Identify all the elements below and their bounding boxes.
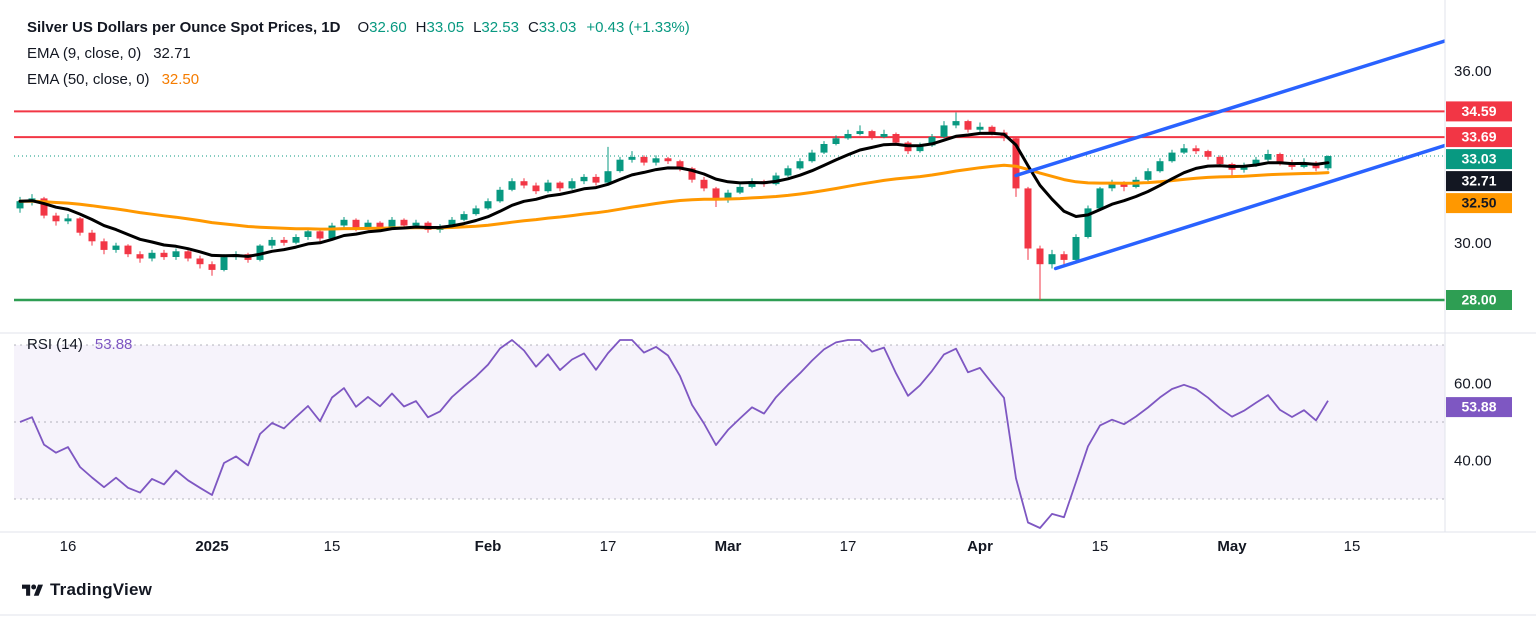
- price-axis-label: 36.00: [1454, 63, 1492, 80]
- ema50-line: [18, 163, 1330, 231]
- ema50-value: 32.50: [161, 71, 200, 88]
- price-badge: 32.50: [1446, 193, 1512, 214]
- time-axis-label: 15: [1092, 538, 1109, 555]
- time-axis-label: Feb: [475, 538, 502, 555]
- svg-text:33.03: 33.03: [1461, 151, 1496, 167]
- svg-text:53.88: 53.88: [1461, 399, 1496, 415]
- ohlc-letter: H: [415, 19, 427, 36]
- ohlc-letter: O: [357, 19, 370, 36]
- rsi-legend-row[interactable]: RSI (14) 53.88: [27, 334, 132, 356]
- ema9-value: 32.71: [153, 45, 191, 62]
- ohlc-value: 33.05: [426, 19, 465, 36]
- change-value: +0.43 (+1.33%): [586, 19, 690, 36]
- rsi-band-area: [14, 344, 1445, 500]
- time-axis-label: 15: [1344, 538, 1361, 555]
- tradingview-logo-icon: [22, 584, 43, 596]
- time-axis-label: 16: [60, 538, 77, 555]
- footer-brand-text: TradingView: [50, 580, 153, 599]
- indicator-row-ema9[interactable]: EMA (9, close, 0) 32.71: [27, 41, 690, 67]
- ohlc-letter: L: [473, 19, 482, 36]
- ohlc-value: 32.60: [369, 19, 407, 36]
- price-axis-label: 30.00: [1454, 235, 1492, 252]
- price-badge: 32.71: [1446, 171, 1512, 192]
- svg-text:28.00: 28.00: [1461, 292, 1496, 308]
- rsi-badge: 53.88: [1446, 397, 1512, 418]
- time-axis-label: May: [1217, 538, 1247, 555]
- time-axis-label: Mar: [715, 538, 742, 555]
- svg-text:32.50: 32.50: [1461, 195, 1496, 211]
- rsi-plot[interactable]: [19, 339, 1329, 529]
- time-axis-label: 15: [324, 538, 341, 555]
- ema50-label: EMA (50, close, 0): [27, 71, 150, 88]
- rsi-label: RSI (14): [27, 336, 83, 353]
- ema9-line: [18, 131, 1330, 258]
- price-badge: 34.59: [1446, 101, 1512, 122]
- main-legend: Silver US Dollars per Ounce Spot Prices,…: [27, 15, 690, 93]
- trend-channel[interactable]: [1014, 38, 1454, 271]
- rsi-line: [19, 339, 1329, 529]
- svg-text:32.71: 32.71: [1461, 173, 1496, 189]
- symbol-title[interactable]: Silver US Dollars per Ounce Spot Prices,…: [27, 19, 341, 36]
- ema-overlays[interactable]: [18, 131, 1330, 258]
- trend-line: [1014, 39, 1445, 178]
- time-axis-label: Apr: [967, 538, 993, 555]
- price-badge: 33.69: [1446, 127, 1512, 148]
- price-badge: 33.03: [1446, 149, 1512, 170]
- ohlc-value: 32.53: [481, 19, 519, 36]
- svg-text:34.59: 34.59: [1461, 103, 1496, 119]
- trend-line: [1053, 143, 1445, 271]
- symbol-row[interactable]: Silver US Dollars per Ounce Spot Prices,…: [27, 15, 690, 41]
- time-axis-label: 17: [840, 538, 857, 555]
- rsi-axis-label: 60.00: [1454, 376, 1492, 393]
- rsi-axis-label: 40.00: [1454, 453, 1492, 470]
- time-axis-label: 17: [600, 538, 617, 555]
- footer-attribution[interactable]: TradingView: [22, 580, 152, 600]
- indicator-row-ema50[interactable]: EMA (50, close, 0) 32.50: [27, 67, 690, 93]
- svg-text:33.69: 33.69: [1461, 129, 1496, 145]
- rsi-axis[interactable]: 60.00 40.00 53.88: [1446, 376, 1512, 470]
- candles-layer[interactable]: [16, 112, 1332, 301]
- price-axis[interactable]: 36.00 30.00 34.59 33.69 33.03 32.71 32.50 28.00: [1446, 63, 1512, 310]
- ema9-label: EMA (9, close, 0): [27, 45, 142, 62]
- rsi-value: 53.88: [94, 336, 133, 353]
- ohlc-letter: C: [527, 19, 539, 36]
- ohlc-value: 33.03: [538, 19, 577, 36]
- ohlc-values: O32.60 H33.05 L32.53 C33.03: [348, 19, 576, 36]
- horizontal-levels[interactable]: [14, 110, 1445, 302]
- time-axis[interactable]: 16 2025 15 Feb 17 Mar 17 Apr 15 May 15: [60, 538, 1361, 555]
- price-badge: 28.00: [1446, 290, 1512, 310]
- time-axis-label: 2025: [195, 538, 228, 555]
